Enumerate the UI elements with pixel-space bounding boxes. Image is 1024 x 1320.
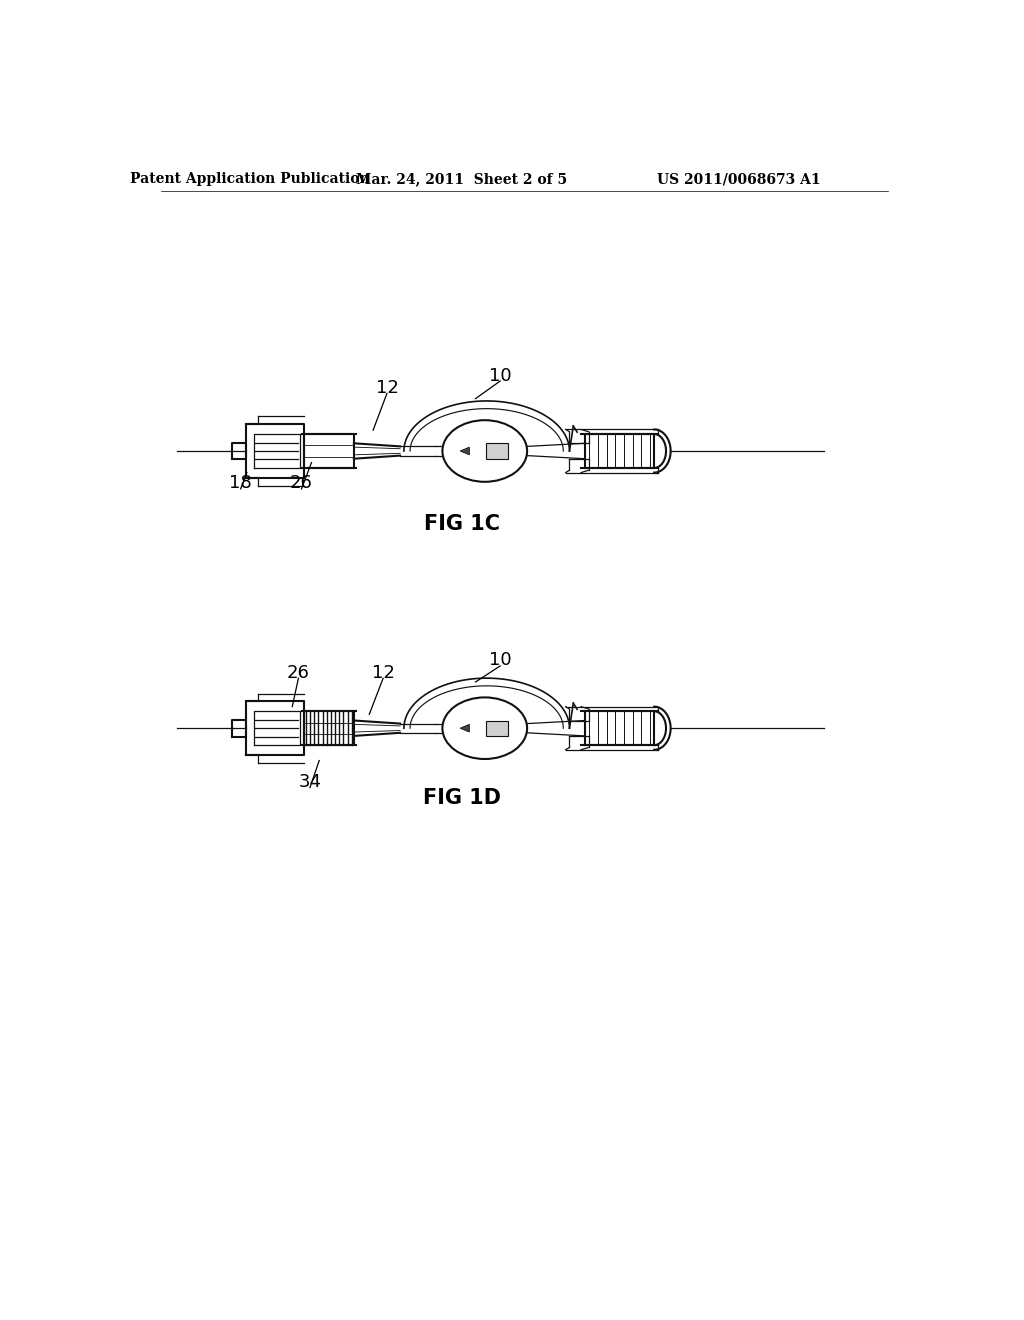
Text: 34: 34 [298, 774, 322, 791]
Polygon shape [486, 721, 508, 737]
Text: Patent Application Publication: Patent Application Publication [130, 172, 370, 186]
Text: Mar. 24, 2011  Sheet 2 of 5: Mar. 24, 2011 Sheet 2 of 5 [356, 172, 567, 186]
Text: US 2011/0068673 A1: US 2011/0068673 A1 [657, 172, 820, 186]
Text: 10: 10 [488, 367, 511, 384]
Text: 10: 10 [488, 652, 511, 669]
Text: FIG 1C: FIG 1C [424, 515, 500, 535]
Text: 26: 26 [290, 474, 313, 492]
Text: 26: 26 [287, 664, 310, 681]
Polygon shape [460, 447, 469, 455]
Text: 12: 12 [376, 379, 398, 397]
Text: FIG 1D: FIG 1D [423, 788, 501, 808]
Polygon shape [460, 725, 469, 733]
Text: 12: 12 [372, 664, 394, 681]
Polygon shape [486, 444, 508, 459]
Text: 18: 18 [229, 474, 252, 492]
